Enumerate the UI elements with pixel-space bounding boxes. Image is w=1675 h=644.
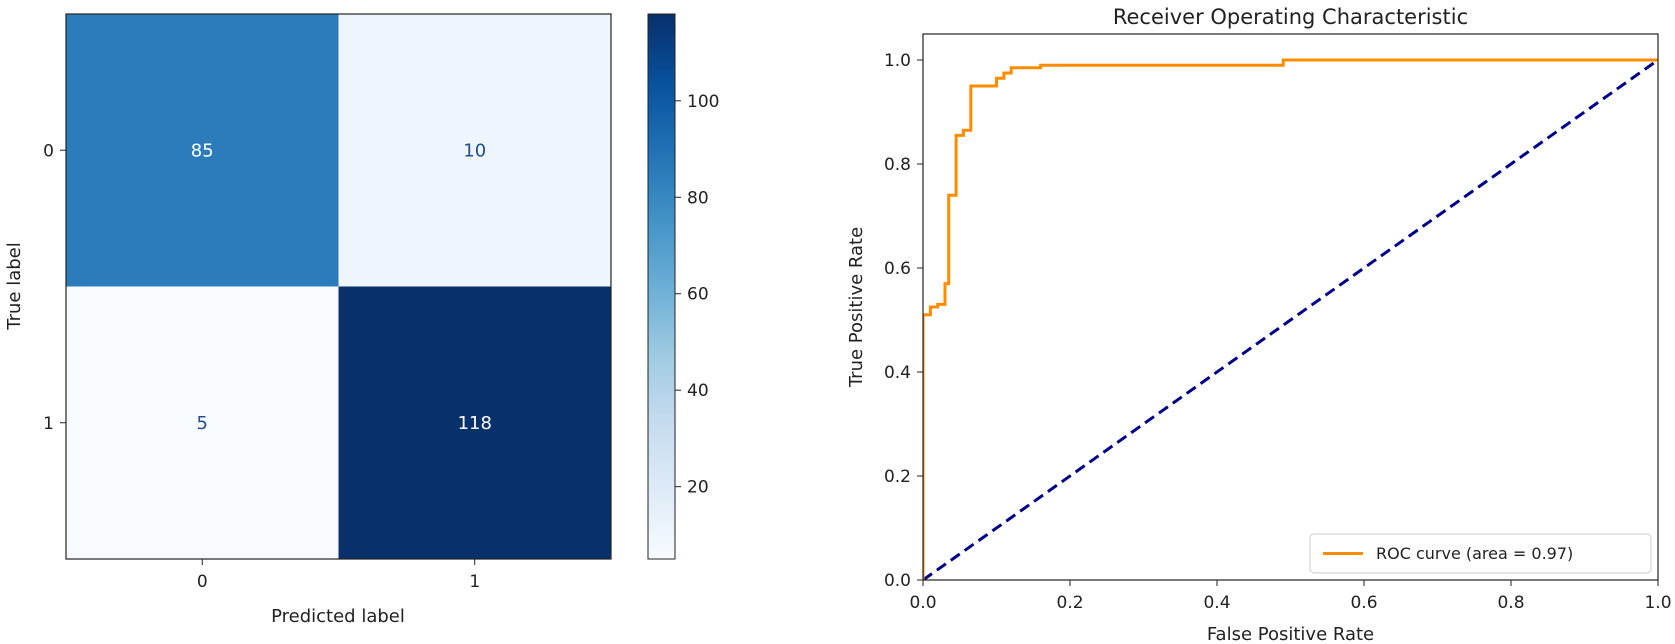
cm-y-tick-label: 0	[43, 141, 54, 161]
chance-diagonal-line	[923, 58, 1658, 580]
roc-y-tick-label: 0.8	[884, 155, 911, 175]
legend-label-roc: ROC curve (area = 0.97)	[1376, 544, 1573, 563]
cm-cell-value: 10	[463, 140, 486, 161]
confusion-matrix: 85 105 118 0 101 Predicted label True label	[4, 13, 612, 627]
cm-y-axis-label: True label	[4, 242, 25, 331]
roc-x-tick-label: 0.6	[1350, 593, 1377, 613]
cm-x-tick-label: 0	[197, 572, 208, 592]
cm-y-tick-label: 1	[43, 414, 54, 434]
cm-cell-0-1	[338, 14, 612, 287]
colorbar-tick-label: 100	[687, 92, 719, 112]
cm-cell-0-0	[66, 14, 339, 287]
roc-y-tick-label: 0.6	[884, 259, 911, 279]
cm-cell-value: 85	[191, 140, 214, 161]
roc-y-tick-label: 0.2	[884, 467, 911, 487]
cm-x-tick-label: 1	[469, 572, 480, 592]
cm-x-axis-label: Predicted label	[271, 606, 405, 627]
roc-legend: ROC curve (area = 0.97)	[1309, 533, 1652, 574]
roc-plot-frame	[922, 33, 1659, 581]
roc-x-axis-label: False Positive Rate	[1207, 624, 1374, 644]
cm-cell-1-0	[66, 286, 339, 560]
roc-y-axis-label: True Positive Rate	[846, 227, 867, 388]
colorbar-tick-label: 60	[687, 285, 709, 305]
legend-box	[1309, 533, 1652, 574]
cm-cell-value: 5	[197, 413, 208, 434]
colorbar-tick-label: 40	[687, 381, 709, 401]
colorbar-tick-label: 80	[687, 188, 709, 208]
roc-title: Receiver Operating Characteristic	[1113, 5, 1468, 29]
roc-chart: Receiver Operating Characteristic 0.0 0.2…	[846, 5, 1672, 644]
roc-y-tick-label: 1.0	[884, 51, 911, 71]
confusion-matrix-frame	[65, 13, 612, 560]
roc-y-tick-label: 0.4	[884, 363, 911, 383]
roc-x-tick-label: 0.8	[1497, 593, 1524, 613]
roc-x-tick-label: 0.0	[909, 593, 936, 613]
roc-curve-line	[923, 58, 1658, 580]
colorbar: 20 40 60 80 100	[647, 13, 719, 560]
colorbar-gradient	[647, 13, 676, 560]
roc-x-tick-label: 0.4	[1203, 593, 1230, 613]
roc-x-tick-label: 1.0	[1644, 593, 1671, 613]
roc-x-tick-label: 0.2	[1056, 593, 1083, 613]
colorbar-tick-label: 20	[687, 478, 709, 498]
roc-y-tick-label: 0.0	[884, 571, 911, 591]
cm-cell-value: 118	[458, 413, 492, 434]
cm-cell-1-1	[338, 286, 612, 560]
